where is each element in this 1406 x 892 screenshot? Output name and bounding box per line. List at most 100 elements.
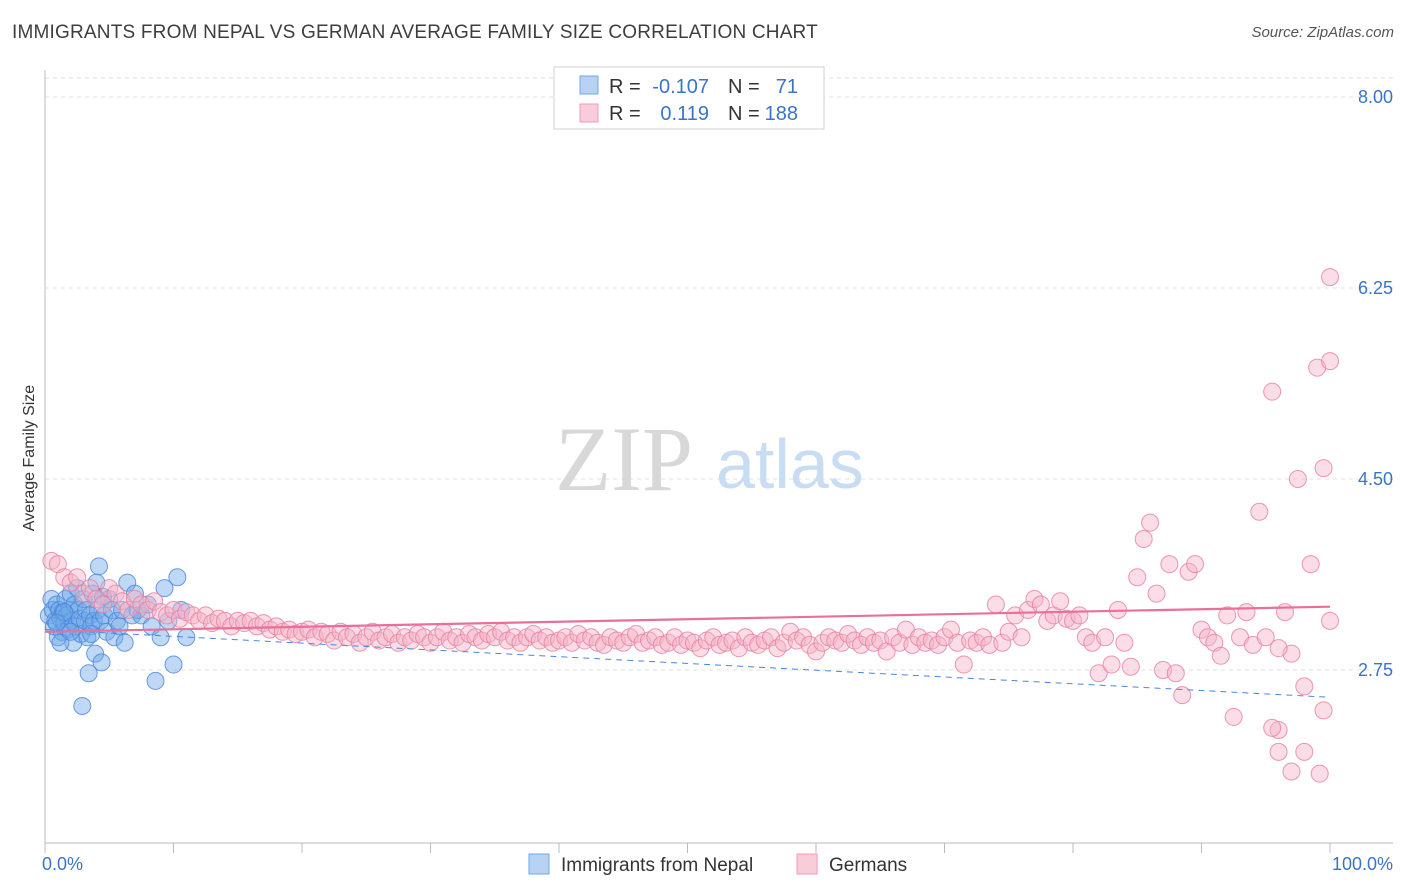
bottom-legend-swatch-nepal (528, 853, 550, 875)
nepal-point (115, 633, 134, 652)
germans-point (1121, 657, 1140, 676)
germans-point (794, 628, 813, 647)
bottom-legend-swatch-germans (796, 853, 818, 875)
nepal-point (74, 590, 93, 609)
germans-point (1276, 603, 1295, 622)
germans-point (839, 624, 858, 643)
nepal-point (92, 653, 111, 672)
germans-point (1301, 555, 1320, 574)
legend-r-value-germans: 0.119 (660, 103, 709, 125)
trend-lines (44, 605, 1331, 698)
germans-point (1166, 664, 1185, 683)
x-tick-labels: 0.0% 100.0% (42, 854, 1393, 874)
germans-point (929, 635, 948, 654)
legend-r-label-nepal: R = (609, 76, 641, 98)
nepal-point (164, 655, 183, 674)
nepal-point (79, 664, 98, 683)
source-label: Source: ZipAtlas.com (1251, 24, 1394, 41)
bottom-legend-label-germans: Germans (829, 855, 907, 876)
correlation-legend: R = -0.107 N = 71 R = 0.119 N = 188 (553, 66, 825, 130)
germans-point (1179, 562, 1198, 581)
germans-point (1192, 620, 1211, 639)
series-germans (42, 268, 1339, 783)
germans-point (1102, 655, 1121, 674)
legend-n-label-germans: N = (728, 103, 760, 125)
germans-point (1321, 268, 1339, 287)
germans-point (1224, 707, 1243, 726)
germans-point (986, 595, 1005, 614)
series-legend: Immigrants from Nepal Germans (528, 853, 907, 876)
germans-point (1295, 742, 1314, 761)
nepal-point (84, 611, 103, 630)
y-tick-label: 4.50 (1358, 469, 1393, 489)
nepal-point (56, 590, 75, 609)
germans-point (1012, 628, 1031, 647)
watermark-zip: ZIP (555, 408, 693, 510)
germans-point (1089, 664, 1108, 683)
legend-r-label-germans: R = (609, 103, 641, 125)
germans-point (1310, 764, 1329, 783)
germans-point (691, 639, 710, 658)
germans-point (1263, 718, 1282, 737)
x-tick-label-left: 0.0% (42, 854, 83, 874)
legend-n-value-germans: 188 (765, 103, 798, 125)
nepal-point (146, 671, 165, 690)
germans-point (1211, 646, 1230, 665)
germans-point (1173, 686, 1192, 705)
germans-point (1134, 530, 1153, 549)
y-tick-label: 6.25 (1358, 278, 1393, 298)
germans-point (941, 620, 960, 639)
nepal-point (168, 568, 187, 587)
germans-point (1314, 701, 1333, 720)
germans-point (1250, 502, 1269, 521)
germans-point (1269, 721, 1288, 740)
germans-point (1128, 568, 1147, 587)
germans-point (93, 595, 112, 614)
chart-title: IMMIGRANTS FROM NEPAL VS GERMAN AVERAGE … (12, 22, 818, 43)
y-axis-label: Average Family Size (21, 385, 38, 532)
germans-point (1314, 459, 1333, 478)
germans-point (1263, 382, 1282, 401)
germans-point (1269, 742, 1288, 761)
germans-point (864, 633, 883, 652)
axes (44, 70, 1393, 853)
watermark-atlas: atlas (716, 425, 864, 503)
germans-point (1256, 628, 1275, 647)
germans-point (1282, 762, 1301, 781)
germans-point (228, 611, 247, 630)
germans-point (993, 633, 1012, 652)
germans-point (1269, 639, 1288, 658)
germans-point (1295, 677, 1314, 696)
nepal-point (151, 628, 170, 647)
germans-point (1141, 513, 1160, 532)
legend-n-label-nepal: N = (728, 76, 760, 98)
nepal-point (82, 624, 101, 643)
germans-point (1288, 470, 1307, 488)
germans-point (145, 592, 164, 611)
nepal-point (155, 579, 174, 598)
legend-swatch-nepal (579, 75, 599, 95)
germans-point (1321, 352, 1339, 371)
germans-point (1321, 611, 1339, 630)
trend-line-nepal (44, 629, 1331, 698)
germans-point (1218, 606, 1237, 625)
germans-point (974, 628, 993, 647)
legend-r-value-nepal: -0.107 (652, 76, 709, 98)
germans-point (1115, 633, 1134, 652)
germans-point (1096, 628, 1115, 647)
nepal-point (47, 614, 66, 633)
legend-swatch-germans (579, 103, 599, 123)
series-immigrants-from-nepal (39, 557, 196, 716)
y-tick-label: 8.00 (1358, 87, 1393, 107)
bottom-legend-label-nepal: Immigrants from Nepal (561, 855, 753, 876)
germans-point (48, 555, 67, 574)
germans-point (1237, 603, 1256, 622)
x-tick-label-right: 100.0% (1332, 854, 1393, 874)
germans-point (1051, 592, 1070, 611)
y-tick-label: 2.75 (1358, 660, 1393, 680)
germans-point (1205, 633, 1224, 652)
trend-line-germans (44, 605, 1331, 633)
y-tick-labels: 8.00 6.25 4.50 2.75 (1358, 87, 1393, 680)
germans-point (80, 579, 99, 598)
